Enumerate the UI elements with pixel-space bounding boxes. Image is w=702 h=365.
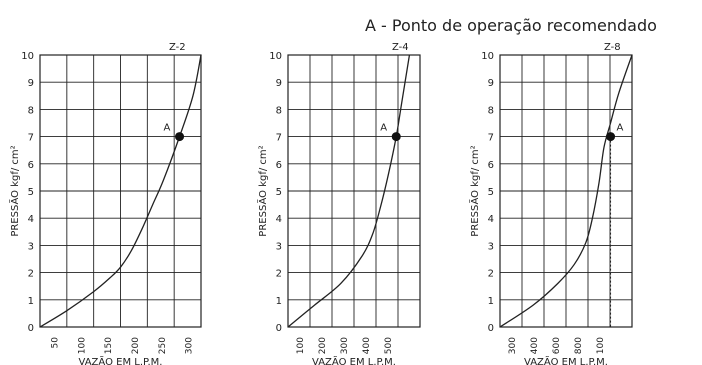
chart-2-y-tick-label: 1 [276, 296, 282, 307]
chart-1-y-tick-label: 0 [28, 323, 34, 334]
chart-2-x-tick-label: 400 [362, 337, 372, 354]
chart-3-y-tick-label: 4 [488, 214, 494, 225]
chart-2-y-tick-label: 8 [276, 105, 282, 116]
chart-1-x-tick-label: 50 [50, 337, 60, 349]
chart-1-y-tick-label: 7 [28, 133, 34, 144]
chart-3-x-tick-label: 100 [596, 337, 606, 354]
chart-2-y-tick-label: 2 [276, 269, 282, 280]
chart-1-operating-point-label: A [164, 123, 171, 134]
chart-1-y-tick-label: 4 [28, 214, 34, 225]
chart-3-y-tick-label: 3 [488, 241, 494, 252]
chart-1-x-tick-label: 200 [131, 337, 141, 354]
chart-1-y-tick-label: 6 [28, 160, 34, 171]
chart-3-y-tick-label: 10 [481, 51, 494, 62]
chart-2-operating-point-label: A [380, 123, 387, 134]
chart-3-x-axis-label: VAZÃO EM L.P.M. [524, 355, 608, 365]
chart-2-y-tick-label: 3 [276, 241, 282, 252]
chart-3-y-tick-label: 7 [488, 133, 494, 144]
chart-3-y-tick-label: 2 [488, 269, 494, 280]
chart-2-title: Z-4 [392, 42, 409, 53]
chart-2-y-tick-label: 0 [276, 323, 282, 334]
chart-2-x-tick-label: 100 [296, 337, 306, 354]
chart-2-x-tick-label: 300 [340, 337, 350, 354]
chart-3-y-tick-label: 8 [488, 105, 494, 116]
operating-point-legend: A - Ponto de operação recomendado [365, 16, 657, 35]
chart-2-x-tick-label: 200 [318, 337, 328, 354]
chart-3-operating-point-label: A [617, 123, 624, 134]
chart-1-x-tick-label: 300 [185, 337, 195, 354]
chart-1-y-tick-label: 3 [28, 241, 34, 252]
chart-2-y-axis-label: PRESSÃO kgf/ cm² [256, 145, 269, 236]
chart-2-y-tick-label: 10 [269, 51, 282, 62]
chart-3-pressure-curve [499, 54, 633, 328]
chart-3-y-tick-label: 0 [488, 323, 494, 334]
chart-3-operating-point-marker [606, 132, 616, 142]
chart-1-x-axis-label: VAZÃO EM L.P.M. [79, 355, 163, 365]
chart-1-operating-point-marker [175, 132, 185, 142]
chart-2-operating-point-marker [391, 132, 401, 142]
chart-1-x-tick-label: 100 [77, 337, 87, 354]
chart-1-y-axis-label: PRESSÃO kgf/ cm² [8, 145, 21, 236]
chart-1-x-tick-label: 150 [104, 337, 114, 354]
chart-3-y-tick-label: 1 [488, 296, 494, 307]
chart-2-y-tick-label: 9 [276, 78, 282, 89]
chart-1-x-tick-label: 250 [158, 337, 168, 354]
chart-1-y-tick-label: 1 [28, 296, 34, 307]
chart-2-y-tick-label: 5 [276, 187, 282, 198]
chart-2-y-tick-label: 6 [276, 160, 282, 171]
chart-1-title: Z-2 [169, 42, 186, 53]
chart-1-y-tick-label: 10 [21, 51, 34, 62]
chart-2-x-axis-label: VAZÃO EM L.P.M. [312, 355, 396, 365]
chart-3-x-tick-label: 400 [530, 337, 540, 354]
chart-3-y-tick-label: 6 [488, 160, 494, 171]
chart-1-y-tick-label: 9 [28, 78, 34, 89]
chart-2-pressure-curve [287, 54, 411, 328]
chart-1-y-tick-label: 5 [28, 187, 34, 198]
chart-3-x-tick-label: 300 [508, 337, 518, 354]
chart-2-x-tick-label: 500 [384, 337, 394, 354]
chart-3-y-axis-label: PRESSÃO kgf/ cm² [468, 145, 481, 236]
chart-3-y-tick-label: 9 [488, 78, 494, 89]
chart-2-y-tick-label: 4 [276, 214, 282, 225]
chart-3-x-tick-label: 600 [552, 337, 562, 354]
chart-1-y-tick-label: 2 [28, 269, 34, 280]
chart-1-y-tick-label: 8 [28, 105, 34, 116]
chart-2-y-tick-label: 7 [276, 133, 282, 144]
chart-3-x-tick-label: 800 [574, 337, 584, 354]
chart-3-title: Z-8 [604, 42, 621, 53]
chart-3-y-tick-label: 5 [488, 187, 494, 198]
